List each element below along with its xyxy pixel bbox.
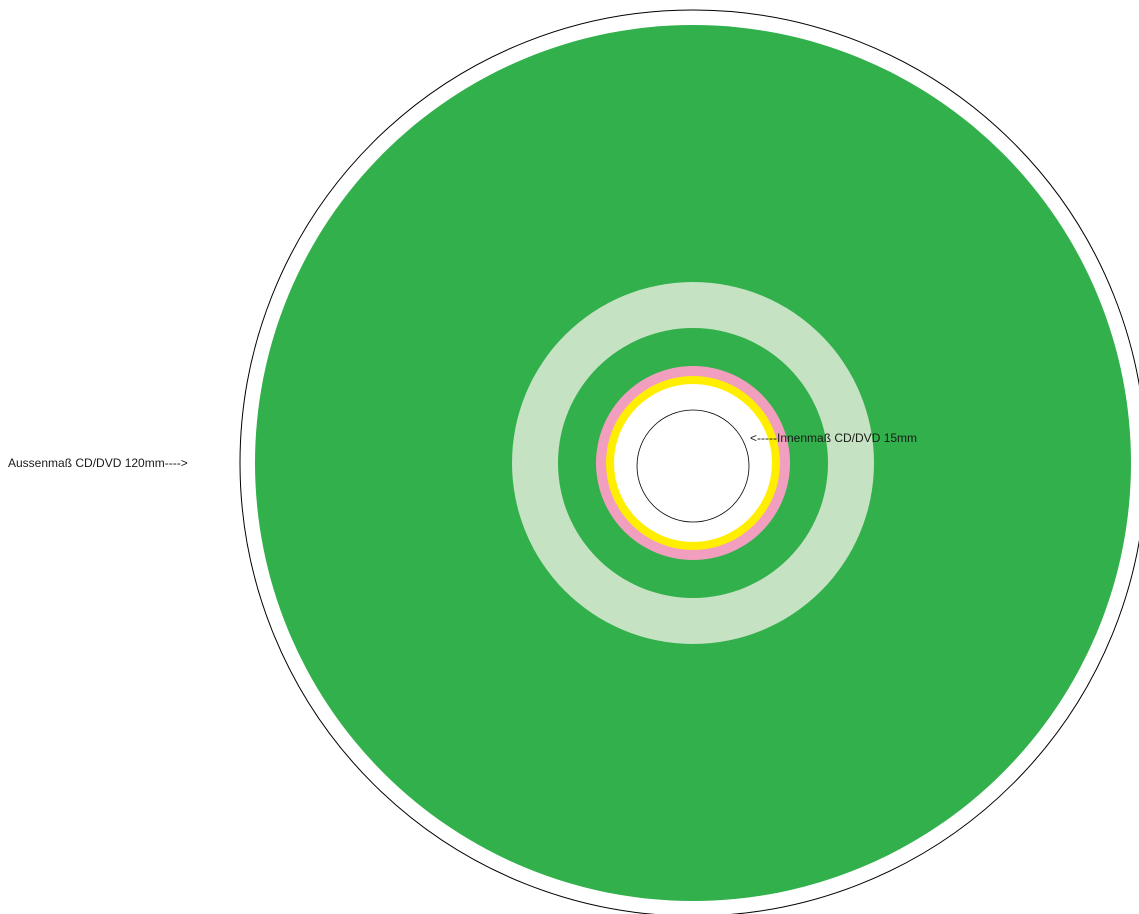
outer-dimension-label: Aussenmaß CD/DVD 120mm----> (8, 456, 188, 470)
center-hole-outline (636, 409, 750, 523)
inner-dimension-label: <-----Innenmaß CD/DVD 15mm (750, 431, 918, 445)
